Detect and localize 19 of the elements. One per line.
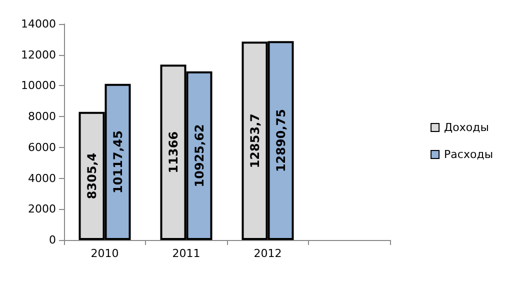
legend-label: Доходы	[444, 121, 489, 134]
data-label: 8305,4	[84, 152, 99, 200]
y-tick-label: 6000	[28, 140, 56, 154]
x-tick-label: 2010	[90, 247, 119, 260]
y-tick-label: 4000	[28, 172, 56, 185]
y-tick-label: 8000	[28, 110, 56, 124]
y-tick-label: 10000	[21, 79, 56, 92]
y-tick-label: 0	[49, 234, 56, 246]
data-label: 10925,62	[192, 124, 206, 188]
y-tick-label: 2000	[28, 202, 56, 216]
x-tick-label: 2011	[172, 247, 200, 260]
y-tick-label: 12000	[21, 48, 56, 62]
data-label: 10117,45	[110, 130, 125, 194]
y-tick-label: 14000	[21, 18, 56, 30]
x-tick-label: 2012	[254, 247, 282, 260]
data-label: 12853,7	[248, 114, 262, 168]
data-label: 12890,75	[274, 109, 288, 172]
data-label: 11366	[166, 131, 180, 174]
legend-label: Расходы	[444, 148, 493, 161]
